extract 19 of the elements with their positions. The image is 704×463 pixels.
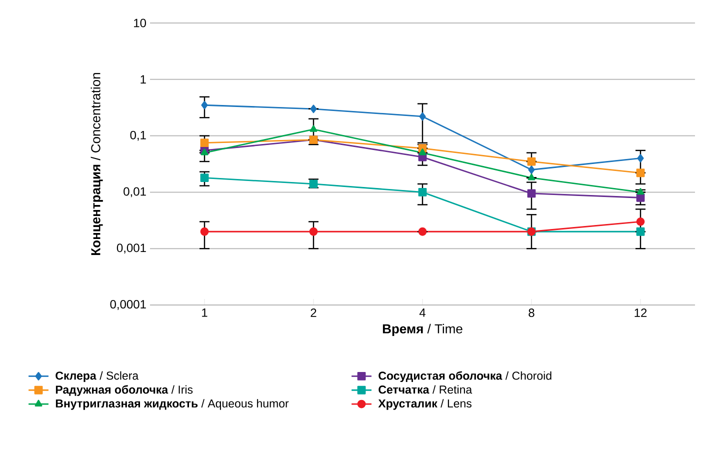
x-tick-label: 12 — [634, 308, 647, 317]
legend-label: Сосудистая оболочка / Choroid — [378, 371, 552, 382]
y-axis-title: Концентрация / Concentration — [90, 73, 103, 255]
x-tick-label: 1 — [202, 308, 208, 317]
x-tick-label: 2 — [310, 308, 316, 317]
y-tick-label: 0,0001 — [110, 300, 146, 310]
x-tick-label: 4 — [419, 308, 426, 317]
y-tick-label: 0,1 — [130, 130, 146, 141]
legend-label: Внутриглазная жидкость / Aqueous humor — [56, 399, 289, 410]
y-tick-label: 0,01 — [124, 187, 146, 198]
y-tick-label: 1 — [140, 75, 146, 84]
y-tick-label: 0,001 — [116, 244, 146, 254]
x-axis-title: Время / Time — [382, 324, 462, 336]
legend-label: Сетчатка / Retina — [378, 385, 472, 394]
y-tick-label: 10 — [134, 18, 146, 28]
x-tick-label: 8 — [528, 308, 534, 318]
legend-label: Склера / Sclera — [56, 371, 139, 382]
legend-label: Хрусталик / Lens — [378, 399, 472, 410]
legend-label: Радужная оболочка / Iris — [56, 385, 193, 396]
